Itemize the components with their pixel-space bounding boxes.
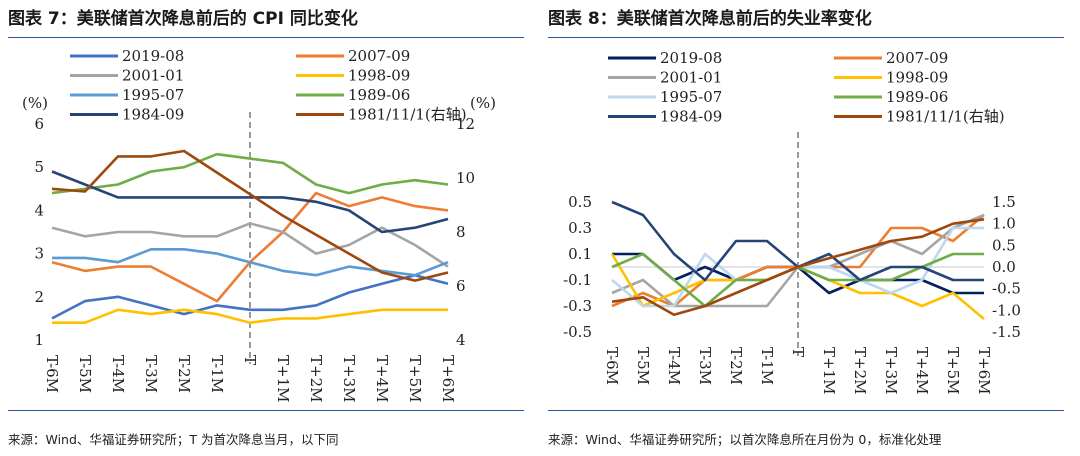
y-tick-left: 0.5: [568, 193, 592, 211]
x-tick-label: T+3M: [882, 347, 900, 394]
unemployment-line-chart: 2019-08 2007-09 2001-01 1998-09 1995-07 1989-…: [563, 49, 1021, 394]
series-line: [52, 308, 448, 325]
x-tick-label: T: [241, 355, 259, 365]
title-divider: [548, 37, 1064, 38]
x-tick-label: T-4M: [109, 355, 127, 393]
y-tick-left: 4: [34, 201, 44, 219]
y-tick-left: 2: [34, 288, 44, 306]
x-tick-label: T-1M: [208, 355, 226, 393]
x-tick-label: T+1M: [274, 355, 292, 402]
legend-label: 2001-01: [122, 67, 184, 85]
y-tick-right: 4: [456, 331, 466, 349]
legend-label: 2007-09: [348, 47, 410, 65]
y-tick-left: 3: [34, 245, 44, 263]
x-tick-label: T+6M: [975, 347, 993, 394]
y-tick-right: -0.5: [992, 280, 1021, 298]
series-line: [51, 222, 449, 268]
y-tick-right: 0.0: [992, 258, 1016, 276]
x-tick-label: T+5M: [944, 347, 962, 394]
x-tick-label: T-3M: [142, 355, 160, 393]
y-axis-unit-right: (%): [470, 94, 496, 112]
series-line: [611, 218, 985, 317]
y-tick-right: 0.5: [992, 236, 1016, 254]
source-note: 来源：Wind、华福证券研究所；以首次降息所在月份为 0，标准化处理: [548, 432, 942, 447]
y-axis-unit-left: (%): [22, 94, 48, 112]
x-tick-label: T-6M: [43, 355, 61, 393]
series-line: [51, 152, 449, 195]
y-tick-right: -1.0: [992, 301, 1021, 319]
y-tick-right: 8: [456, 223, 466, 241]
legend-label: 1989-06: [348, 86, 410, 104]
series-line: [52, 248, 449, 277]
x-tick-label: T+6M: [439, 355, 457, 402]
source-divider: [548, 410, 1064, 411]
x-tick-label: T+2M: [851, 347, 869, 394]
x-tick-label: T-1M: [758, 347, 776, 385]
legend-label: 1998-09: [348, 67, 410, 85]
x-tick-label: T+4M: [913, 347, 931, 394]
cpi-line-chart: 2019-08 2007-09 2001-01 1998-09 1995-07 1989-…: [22, 47, 496, 402]
legend-label: 1995-07: [122, 86, 184, 104]
x-tick-label: T+3M: [340, 355, 358, 402]
legend-label: 1981/11/1(右轴): [348, 106, 467, 124]
source-note: 来源：Wind、华福证券研究所；T 为首次降息当月，以下同: [8, 432, 339, 447]
y-tick-right: 12: [456, 115, 475, 133]
x-tick-label: T-5M: [634, 347, 652, 385]
y-tick-left: -0.3: [563, 297, 592, 315]
x-tick-label: T+1M: [820, 347, 838, 394]
x-tick-label: T-5M: [76, 355, 94, 393]
y-tick-left: 1: [34, 331, 44, 349]
y-tick-left: 5: [34, 158, 44, 176]
y-tick-right: 1.5: [992, 193, 1016, 211]
legend-label: 2007-09: [886, 49, 948, 67]
x-tick-label: T-4M: [665, 347, 683, 385]
legend-label: 1984-09: [122, 106, 184, 124]
legend-label: 1984-09: [660, 108, 722, 126]
x-tick-label: T-2M: [727, 347, 745, 385]
x-tick-label: T+5M: [406, 355, 424, 402]
legend-label: 2001-01: [660, 69, 722, 87]
y-tick-left: 0.3: [568, 219, 592, 237]
series-line: [611, 252, 984, 308]
cpi-chart-panel: 图表 7：美联储首次降息前后的 CPI 同比变化 2019-08 2007-09 2…: [8, 0, 528, 456]
y-tick-left: -0.5: [563, 323, 592, 341]
title-divider: [8, 37, 524, 38]
legend-label: 1989-06: [886, 88, 948, 106]
legend-label: 1998-09: [886, 69, 948, 87]
x-tick-label: T-2M: [175, 355, 193, 393]
x-tick-label: T+2M: [307, 355, 325, 402]
y-tick-left: -0.1: [563, 271, 592, 289]
source-divider: [8, 410, 524, 411]
series-line: [51, 273, 449, 320]
legend-label: 1981/11/1(右轴): [886, 108, 1005, 126]
unemployment-chart-panel: 图表 8：美联储首次降息前后的失业率变化 2019-08 2007-09 2001-…: [548, 0, 1068, 456]
x-tick-label: T-6M: [603, 347, 621, 385]
y-tick-right: 1.0: [992, 215, 1016, 233]
legend-label: 2019-08: [660, 49, 722, 67]
chart-title: 图表 8：美联储首次降息前后的失业率变化: [548, 9, 872, 29]
legend-label: 2019-08: [122, 47, 184, 65]
chart-title: 图表 7：美联储首次降息前后的 CPI 同比变化: [8, 9, 358, 29]
x-tick-label: T: [789, 347, 807, 357]
y-tick-left: 6: [34, 115, 44, 133]
legend-label: 1995-07: [660, 88, 722, 106]
y-tick-right: 6: [456, 277, 466, 295]
x-tick-label: T+4M: [373, 355, 391, 402]
y-tick-right: -1.5: [992, 323, 1021, 341]
y-tick-right: 10: [456, 169, 475, 187]
series-line: [51, 170, 449, 234]
x-tick-label: T-3M: [696, 347, 714, 385]
y-tick-left: 0.1: [568, 245, 592, 263]
series-line: [51, 149, 449, 282]
